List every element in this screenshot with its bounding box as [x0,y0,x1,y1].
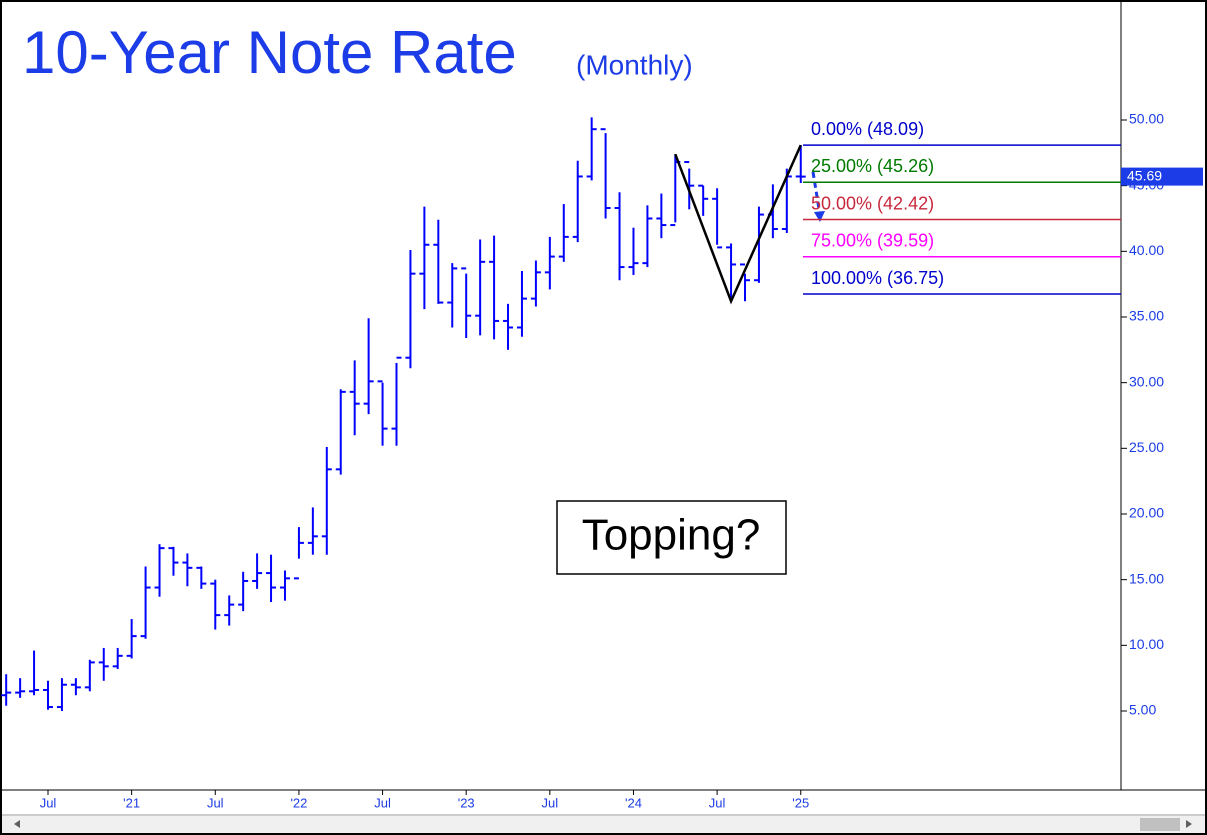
arrow [811,171,822,216]
y-tick-label: 10.00 [1129,636,1164,652]
x-tick-label: Jul [709,795,726,810]
scroll-right[interactable] [1186,820,1192,828]
scroll-left[interactable] [14,820,20,828]
x-tick-label: '21 [123,795,140,810]
x-tick-label: Jul [40,795,57,810]
fib-label: 25.00% (45.26) [811,156,934,176]
x-tick-label: Jul [374,795,391,810]
fib-label: 0.00% (48.09) [811,119,924,139]
annotation-box [556,500,787,575]
last-price-label: 45.69 [1127,167,1162,183]
y-tick-label: 40.00 [1129,242,1164,258]
y-tick-label: 25.00 [1129,439,1164,455]
y-tick-label: 50.00 [1129,111,1164,127]
fib-label: 50.00% (42.42) [811,193,934,213]
x-tick-label: '24 [625,795,642,810]
x-tick-label: '25 [792,795,809,810]
annotation: Topping? [582,511,761,560]
y-tick-label: 20.00 [1129,505,1164,521]
x-tick-label: Jul [207,795,224,810]
x-tick-label: '23 [458,795,475,810]
chart-title: 10-Year Note Rate [22,19,517,86]
scrollbar[interactable] [2,816,1205,833]
last-price-tag [1121,167,1203,186]
y-tick-label: 15.00 [1129,570,1164,586]
y-tick-label: 30.00 [1129,373,1164,389]
y-tick-label: 35.00 [1129,308,1164,324]
fib-label: 75.00% (39.59) [811,230,934,250]
chart-subtitle: (Monthly) [576,49,693,80]
fib-label: 100.00% (36.75) [811,268,944,288]
x-tick-label: Jul [542,795,559,810]
arrow-head [814,211,825,222]
pattern-line [674,144,802,305]
x-tick-label: '22 [290,795,307,810]
y-tick-label: 5.00 [1129,702,1156,718]
scroll-thumb[interactable] [1140,818,1180,831]
